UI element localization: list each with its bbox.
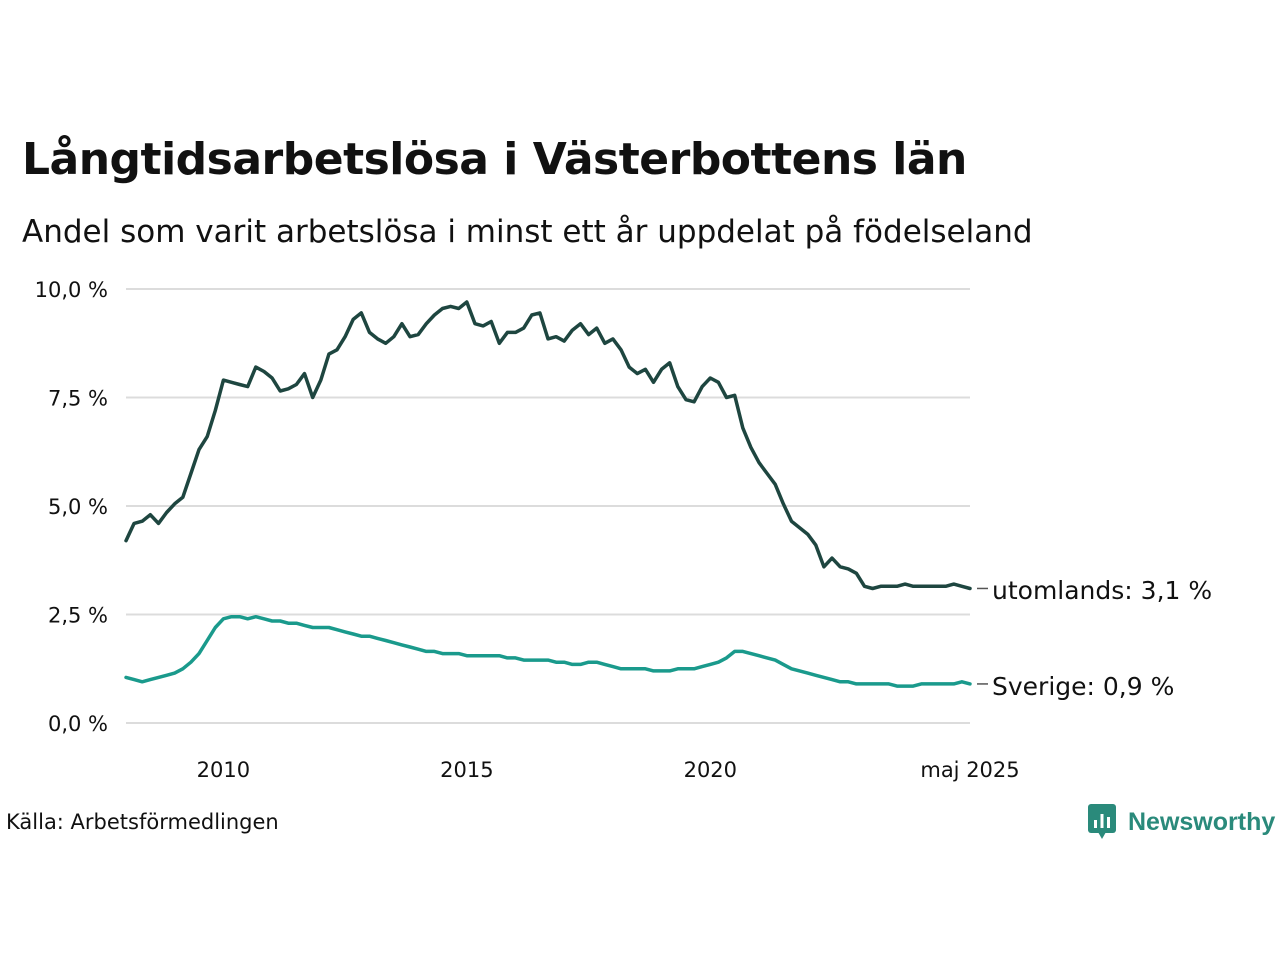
- newsworthy-logo-icon: [1088, 804, 1116, 839]
- series-line-utomlands: [124, 300, 972, 591]
- series-line-sverige: [124, 614, 972, 688]
- y-axis-ticks: 0,0 % 2,5 % 5,0 % 7,5 % 10,0 %: [35, 278, 108, 736]
- x-tick-label: maj 2025: [920, 758, 1019, 782]
- brand-logo: Newsworthy: [1088, 804, 1275, 840]
- y-tick-label: 10,0 %: [35, 278, 108, 302]
- y-tick-label: 7,5 %: [48, 387, 108, 411]
- chart-title: Långtidsarbetslösa i Västerbottens län: [22, 134, 967, 185]
- y-tick-label: 5,0 %: [48, 495, 108, 519]
- series-lines: [124, 300, 972, 688]
- y-tick-label: 0,0 %: [48, 712, 108, 736]
- chart-subtitle: Andel som varit arbetslösa i minst ett å…: [22, 214, 1033, 250]
- brand-name: Newsworthy: [1128, 807, 1276, 836]
- x-tick-label: 2010: [197, 758, 250, 782]
- x-tick-label: 2020: [684, 758, 737, 782]
- end-label-utomlands: utomlands: 3,1 %: [992, 576, 1212, 605]
- x-tick-label: 2015: [440, 758, 493, 782]
- y-tick-label: 2,5 %: [48, 604, 108, 628]
- grid-lines: [126, 288, 970, 724]
- end-label-sverige: Sverige: 0,9 %: [992, 672, 1174, 701]
- source-note: Källa: Arbetsförmedlingen: [6, 810, 279, 834]
- x-axis-ticks: 2010 2015 2020 maj 2025: [197, 758, 1020, 782]
- series-end-labels: utomlands: 3,1 % Sverige: 0,9 %: [977, 576, 1212, 701]
